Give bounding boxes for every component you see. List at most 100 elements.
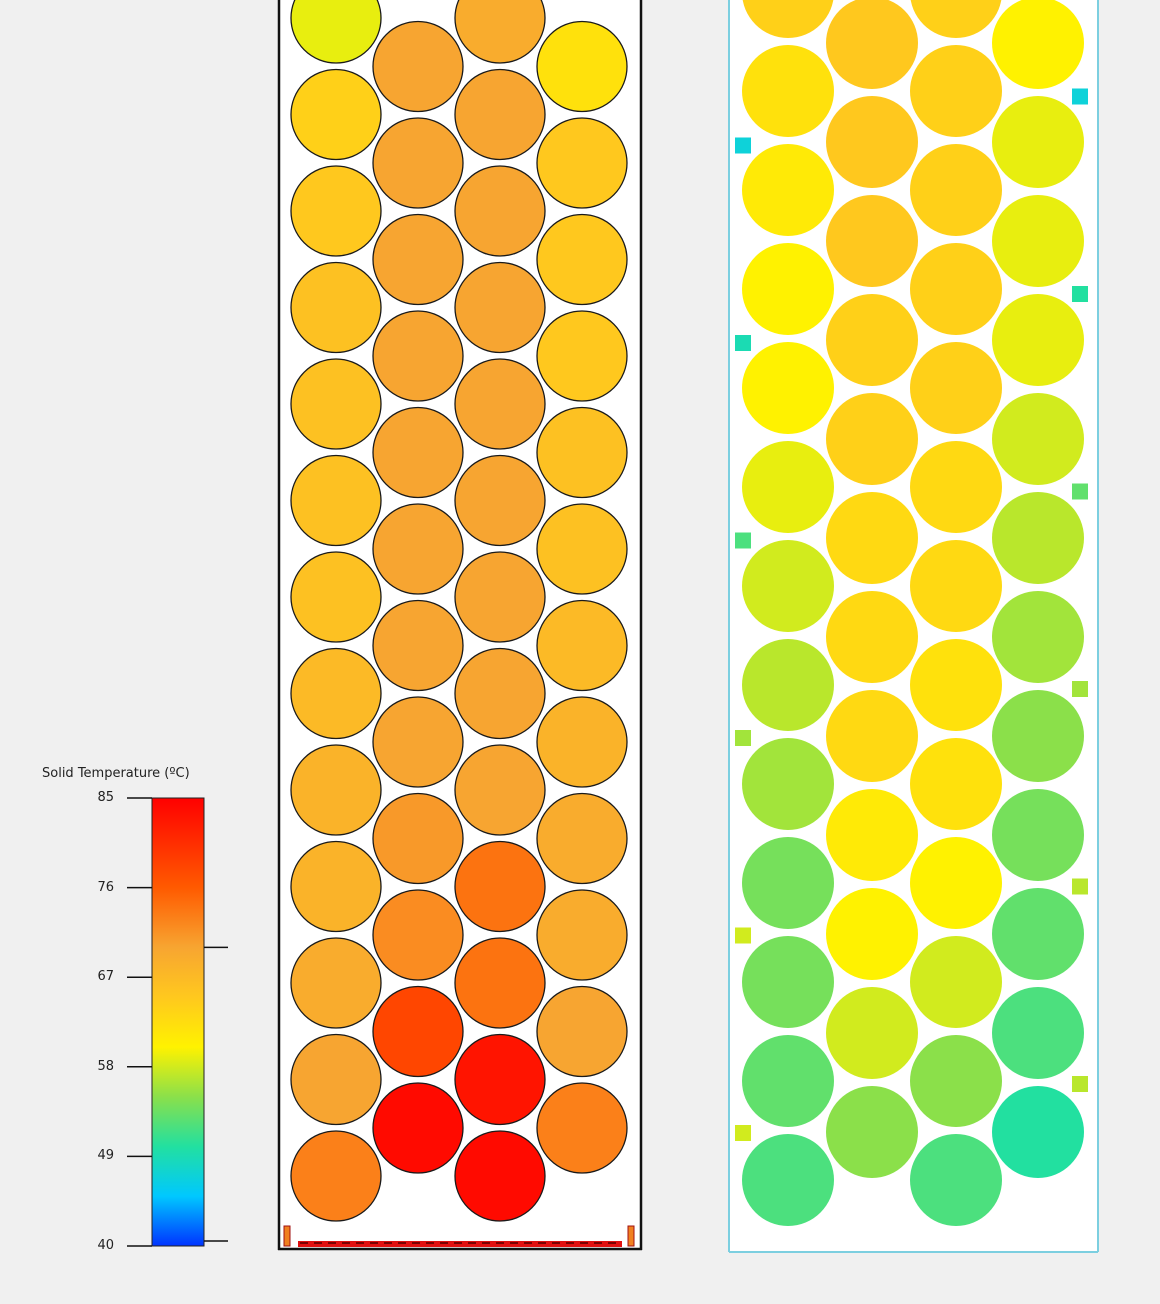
particle xyxy=(454,165,546,257)
particle xyxy=(826,987,918,1079)
particle xyxy=(454,0,546,64)
particle xyxy=(290,551,382,643)
particle xyxy=(742,1134,834,1226)
particle xyxy=(826,492,918,584)
particle xyxy=(910,0,1002,38)
heater-bracket-left xyxy=(283,1225,291,1247)
particle xyxy=(910,1134,1002,1226)
particle xyxy=(910,936,1002,1028)
particle xyxy=(826,393,918,485)
particle xyxy=(536,310,628,402)
particle xyxy=(372,213,464,306)
particle xyxy=(536,503,628,595)
particle xyxy=(742,540,834,632)
left-particle-field xyxy=(290,0,628,1222)
particle xyxy=(826,888,918,980)
particle xyxy=(826,690,918,782)
particle xyxy=(454,261,546,354)
particle xyxy=(742,144,834,236)
particle xyxy=(826,1086,918,1178)
particle xyxy=(992,888,1084,980)
particle xyxy=(290,1033,382,1126)
particle xyxy=(826,789,918,881)
wall-sensor xyxy=(735,335,751,351)
particle xyxy=(454,68,546,161)
particle xyxy=(826,96,918,188)
particle xyxy=(454,647,546,740)
particle xyxy=(290,937,382,1029)
heater-bracket-right xyxy=(627,1225,635,1247)
particle xyxy=(290,68,382,161)
particle xyxy=(742,936,834,1028)
particle xyxy=(290,358,382,450)
wall-sensor xyxy=(735,730,751,746)
particle xyxy=(454,744,546,836)
colorbar-title: Solid Temperature (ºC) xyxy=(42,766,190,781)
left-panel xyxy=(277,0,643,1251)
particle xyxy=(290,744,382,836)
particle xyxy=(992,987,1084,1079)
particle xyxy=(454,1033,546,1126)
right-wall-markers xyxy=(735,88,1088,1141)
particle xyxy=(536,889,628,981)
particle xyxy=(536,20,628,113)
particle xyxy=(992,690,1084,782)
particle xyxy=(742,1035,834,1127)
particle xyxy=(372,117,464,209)
particle xyxy=(536,1082,628,1174)
colorbar-tick-label: 76 xyxy=(97,879,114,895)
particle xyxy=(742,342,834,434)
particle xyxy=(372,20,464,113)
particle xyxy=(910,837,1002,929)
wall-sensor xyxy=(735,1125,751,1141)
particle xyxy=(454,1130,546,1222)
particle xyxy=(992,294,1084,386)
particle xyxy=(910,243,1002,335)
particle xyxy=(372,599,464,692)
wall-sensor xyxy=(1072,1076,1088,1092)
particle xyxy=(910,639,1002,731)
particle xyxy=(992,1086,1084,1178)
right-particle-field xyxy=(742,0,1084,1226)
particle xyxy=(910,45,1002,137)
particle xyxy=(454,937,546,1029)
particle xyxy=(454,551,546,643)
particle xyxy=(290,647,382,740)
wall-sensor xyxy=(1072,483,1088,500)
particle xyxy=(290,1130,382,1222)
colorbar-tick-label: 49 xyxy=(97,1148,114,1164)
colorbar-tick-label: 58 xyxy=(97,1058,114,1074)
particle xyxy=(992,492,1084,584)
particle xyxy=(992,96,1084,188)
particle xyxy=(910,342,1002,434)
particle xyxy=(742,738,834,830)
particle xyxy=(372,503,464,595)
particle xyxy=(536,213,628,306)
wall-sensor xyxy=(735,927,751,944)
particle xyxy=(372,696,464,788)
particle xyxy=(910,1035,1002,1127)
wall-sensor xyxy=(735,137,751,154)
particle xyxy=(826,0,918,89)
particle xyxy=(372,406,464,499)
particle xyxy=(372,1082,464,1174)
colorbar-tick-label: 67 xyxy=(97,969,114,985)
particle xyxy=(910,441,1002,533)
colorbar-markers xyxy=(204,946,228,1242)
particle xyxy=(536,599,628,692)
colorbar-gradient xyxy=(151,797,205,1247)
particle xyxy=(536,985,628,1078)
particle xyxy=(290,454,382,547)
colorbar-tick-label: 85 xyxy=(97,790,114,805)
colorbar-tick-label: 40 xyxy=(97,1238,114,1253)
particle xyxy=(826,294,918,386)
particle xyxy=(742,639,834,731)
particle xyxy=(910,540,1002,632)
particle xyxy=(992,789,1084,881)
particle xyxy=(290,840,382,933)
particle xyxy=(992,591,1084,683)
wall-sensor xyxy=(1072,286,1088,302)
particle xyxy=(826,591,918,683)
wall-sensor xyxy=(735,532,751,549)
